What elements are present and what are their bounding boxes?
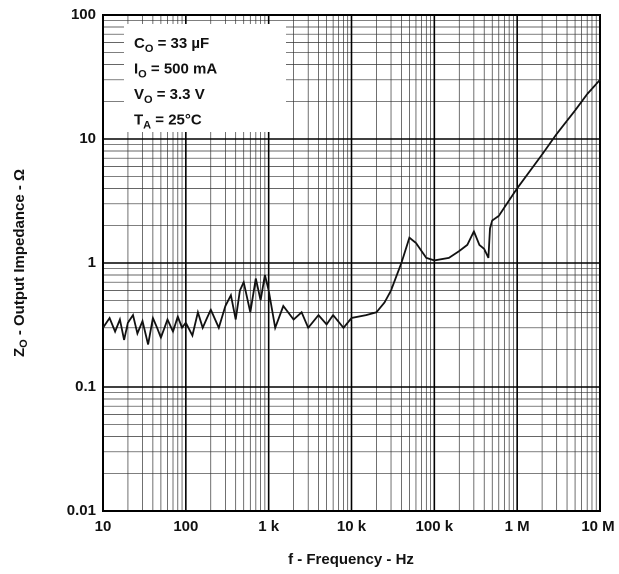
annotation-subscript: A <box>143 119 151 131</box>
annotation-text: = 3.3 V <box>153 86 205 103</box>
y-axis-label: ZO - Output Impedance - Ω <box>11 169 30 357</box>
y-label-text: - Output Impedance - Ω <box>11 169 28 339</box>
x-tick-label: 100 k <box>416 518 454 535</box>
annotation-text: = 33 µF <box>153 35 209 52</box>
annotation-background <box>124 24 286 132</box>
y-tick-label: 0.01 <box>67 502 96 519</box>
y-tick-label: 0.1 <box>75 378 96 395</box>
annotation-subscript: O <box>138 68 147 80</box>
plot-border <box>102 14 601 512</box>
annotation-symbol: T <box>134 111 143 128</box>
y-label-symbol: Z <box>11 348 28 357</box>
y-tick-label: 1 <box>88 254 96 271</box>
x-tick-label: 1 M <box>505 518 530 535</box>
annotation: IO = 500 mA <box>134 60 217 80</box>
x-tick-label: 10 M <box>581 518 614 535</box>
annotation-text: = 500 mA <box>147 60 218 77</box>
y-tick-label: 10 <box>79 130 96 147</box>
x-tick-label: 10 k <box>337 518 367 535</box>
y-label-subscript: O <box>18 339 30 348</box>
annotation: CO = 33 µF <box>134 35 209 55</box>
annotation: TA = 25°C <box>134 111 202 131</box>
x-tick-label: 1 k <box>258 518 280 535</box>
annotation-subscript: O <box>145 43 154 55</box>
x-axis-label: f - Frequency - Hz <box>288 551 414 568</box>
line <box>102 79 601 345</box>
annotation-subscript: O <box>144 94 153 106</box>
annotation-symbol: C <box>134 35 145 52</box>
annotation-text: = 25°C <box>151 111 202 128</box>
x-tick-label: 100 <box>173 518 198 535</box>
annotation-symbol: V <box>134 86 144 103</box>
y-tick-label: 100 <box>71 6 96 23</box>
x-tick-label: 10 <box>95 518 112 535</box>
annotation-symbol: I <box>134 60 138 77</box>
annotation: VO = 3.3 V <box>134 86 205 106</box>
